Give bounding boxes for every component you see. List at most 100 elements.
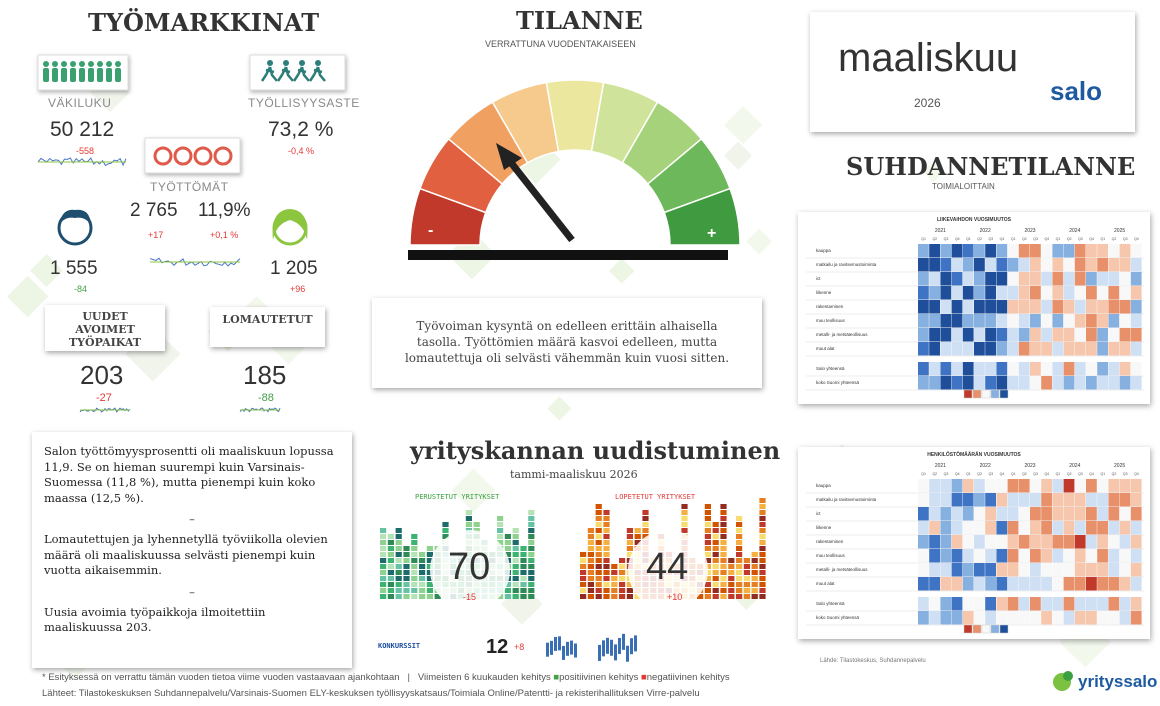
legend-swatch xyxy=(981,389,991,399)
bar-texture xyxy=(626,546,633,551)
bar-texture xyxy=(595,564,602,569)
bar-texture xyxy=(419,576,426,581)
heatmap-cell xyxy=(996,300,1008,314)
bar-texture xyxy=(520,588,527,593)
bar-texture xyxy=(720,546,727,551)
bar-texture xyxy=(528,582,535,587)
heatmap-cell xyxy=(1041,479,1052,493)
bar-texture xyxy=(712,558,719,563)
bar-texture xyxy=(426,558,433,563)
bar-texture xyxy=(419,594,426,599)
heatmap-cell xyxy=(929,328,940,342)
heatmap-cell xyxy=(929,342,940,356)
heatmap-cell xyxy=(1041,342,1052,356)
icon xyxy=(115,68,121,82)
label: VÄKILUKU xyxy=(48,96,112,110)
heatmap-cell xyxy=(940,328,952,342)
heatmap-cell xyxy=(1018,272,1030,286)
bar-texture xyxy=(419,588,426,593)
bar-texture xyxy=(759,522,766,527)
quarter-label: Q3 xyxy=(1033,472,1038,476)
value: 185 xyxy=(243,360,287,390)
value: 44 xyxy=(646,546,689,588)
heatmap-cell xyxy=(1018,521,1030,535)
bar-texture xyxy=(497,534,504,539)
icon xyxy=(272,209,308,240)
bar-texture xyxy=(380,588,387,593)
icon xyxy=(88,61,94,67)
bar-texture xyxy=(380,594,387,599)
heatmap-cell xyxy=(1130,479,1142,493)
heatmap-cell xyxy=(996,549,1008,563)
bar-texture xyxy=(704,510,711,515)
bar-texture xyxy=(595,558,602,563)
bar-texture xyxy=(504,588,511,593)
bar-texture xyxy=(512,558,519,563)
legend-swatch xyxy=(999,624,1009,634)
heatmap-cell xyxy=(940,479,952,493)
heatmap-cell xyxy=(1074,493,1086,507)
bar-texture xyxy=(587,576,594,581)
heatmap-cell xyxy=(1041,272,1052,286)
heatmap-cell xyxy=(974,493,985,507)
heatmap-cell xyxy=(1007,577,1019,591)
value-circle xyxy=(430,530,510,610)
heatmap-cell xyxy=(918,244,929,258)
heatmap-cell xyxy=(940,272,952,286)
heatmap-cell xyxy=(1007,286,1019,300)
heatmap-cell xyxy=(1063,314,1075,328)
heatmap-cell xyxy=(951,577,963,591)
icon xyxy=(88,68,94,82)
bar-texture xyxy=(520,576,527,581)
legend-swatch xyxy=(963,389,973,399)
bar-texture xyxy=(419,582,426,587)
bar-texture xyxy=(528,522,535,527)
heatmap-cell xyxy=(1007,272,1019,286)
bar-texture xyxy=(411,588,418,593)
trend: Viimeisten 6 kuukauden kehitys xyxy=(417,672,551,683)
heatmap-cell xyxy=(1086,507,1097,521)
icon xyxy=(570,640,573,655)
bar-texture xyxy=(380,540,387,545)
quarter-label: Q4 xyxy=(1044,472,1049,476)
icon xyxy=(43,61,49,67)
heatmap-cell xyxy=(1074,376,1086,390)
heatmap-cell xyxy=(1052,535,1064,549)
heatmap-cell xyxy=(1052,258,1064,272)
row-label: kauppa xyxy=(816,483,831,488)
section-title: TYÖMARKKINAT xyxy=(88,8,320,37)
bar-texture xyxy=(697,594,704,599)
bar-texture xyxy=(504,552,511,557)
bar-texture xyxy=(411,564,418,569)
bar-texture xyxy=(473,528,480,533)
bar-texture xyxy=(395,546,402,551)
heatmap-cell xyxy=(1097,549,1108,563)
heatmap-cell xyxy=(1130,314,1142,328)
bar-texture xyxy=(759,540,766,545)
icon xyxy=(562,645,565,660)
heatmap-cell xyxy=(940,507,952,521)
heatmap-cell xyxy=(1097,258,1108,272)
heatmap-cell xyxy=(929,362,940,376)
quarter-label: Q1 xyxy=(921,472,926,476)
heatmap-cell xyxy=(1108,521,1120,535)
heatmap-cell xyxy=(1108,597,1120,611)
heatmap-cell xyxy=(1097,563,1108,577)
bar-texture xyxy=(528,546,535,551)
legend-swatch xyxy=(963,624,973,634)
heatmap-cell xyxy=(962,342,974,356)
bar-texture xyxy=(736,528,743,533)
heatmap-cell xyxy=(962,563,974,577)
heatmap-cell xyxy=(1063,479,1075,493)
heatmap-cell xyxy=(974,479,985,493)
heatmap-cell xyxy=(996,272,1008,286)
bar-texture xyxy=(528,570,535,575)
quarter-label: Q3 xyxy=(944,237,949,241)
bar-texture xyxy=(611,582,618,587)
heatmap-cell xyxy=(940,535,952,549)
bar-texture xyxy=(603,534,610,539)
bar-texture xyxy=(603,582,610,587)
heatmap-cell xyxy=(1074,328,1086,342)
heatmap-cell xyxy=(1030,362,1041,376)
bar-texture xyxy=(595,522,602,527)
